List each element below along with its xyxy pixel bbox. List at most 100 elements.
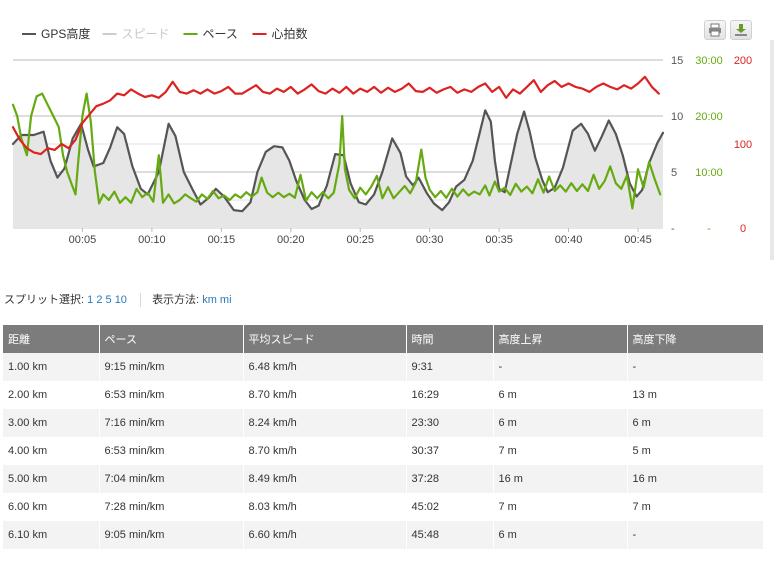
- header-avg-speed[interactable]: 平均スピード: [243, 325, 407, 353]
- elevation-tick-label: 15: [671, 55, 683, 67]
- chart-axes: 15 10 5 - 30:00 20:00 10:00 - 200 100 0 00:05 00:10 0…: [69, 55, 753, 246]
- split-option-5[interactable]: 5: [105, 294, 112, 306]
- x-tick-label: 00:25: [346, 234, 374, 246]
- split-option-2[interactable]: 2: [96, 294, 103, 306]
- scrollbar-edge: [770, 40, 774, 260]
- legend-label: スピード: [122, 27, 170, 41]
- x-tick-label: 00:05: [69, 234, 97, 246]
- activity-chart: GPS高度 スピード ペース 心拍数 15 10 5 - 30:00 20:00 10:00 - 20…: [11, 26, 753, 246]
- chart-legend: GPS高度 スピード ペース 心拍数: [22, 26, 308, 41]
- display-label: 表示方法:: [152, 294, 200, 306]
- pace-tick-label: 30:00: [695, 55, 723, 67]
- cell-avg-speed: 8.70 km/h: [243, 437, 407, 465]
- table-row: 2.00 km 6:53 min/km 8.70 km/h 16:29 6 m 13 m: [3, 381, 764, 409]
- cell-distance: 4.00 km: [3, 437, 100, 465]
- download-icon: [735, 24, 747, 36]
- elevation-tick-label: 10: [671, 111, 683, 123]
- elevation-tick-label: -: [671, 223, 675, 235]
- cell-distance: 6.10 km: [3, 521, 100, 549]
- pace-tick-label: 20:00: [695, 111, 723, 123]
- cell-elev-gain: 7 m: [493, 437, 628, 465]
- pace-tick-label: -: [707, 223, 711, 235]
- cell-time: 9:31: [406, 353, 494, 381]
- x-tick-label: 00:40: [555, 234, 583, 246]
- x-tick-label: 00:35: [485, 234, 513, 246]
- cell-elev-gain: 6 m: [493, 409, 628, 437]
- split-option-10[interactable]: 10: [114, 294, 127, 306]
- cell-pace: 9:15 min/km: [99, 353, 244, 381]
- cell-time: 45:48: [406, 521, 494, 549]
- cell-time: 30:37: [406, 437, 494, 465]
- cell-distance: 2.00 km: [3, 381, 100, 409]
- print-button[interactable]: [704, 20, 726, 40]
- cell-time: 45:02: [406, 493, 494, 521]
- cell-pace: 6:53 min/km: [99, 381, 244, 409]
- legend-item[interactable]: 心拍数: [252, 26, 308, 41]
- cell-elev-loss: -: [627, 353, 764, 381]
- header-elev-gain[interactable]: 高度上昇: [493, 325, 628, 353]
- pace-tick-label: 10:00: [695, 167, 723, 179]
- x-tick-label: 00:10: [138, 234, 166, 246]
- legend-label: 心拍数: [272, 26, 308, 41]
- unit-mi-link[interactable]: mi: [219, 294, 232, 306]
- cell-elev-loss: 6 m: [627, 409, 764, 437]
- header-pace[interactable]: ペース: [99, 325, 244, 353]
- cell-avg-speed: 8.49 km/h: [243, 465, 407, 493]
- header-distance[interactable]: 距離: [3, 325, 100, 353]
- cell-elev-loss: 7 m: [627, 493, 764, 521]
- legend-item[interactable]: スピード: [102, 27, 170, 41]
- cell-time: 16:29: [406, 381, 494, 409]
- split-option-1[interactable]: 1: [87, 294, 94, 306]
- download-button[interactable]: [730, 20, 752, 40]
- chart-series: [11, 75, 665, 213]
- cell-distance: 6.00 km: [3, 493, 100, 521]
- legend-item[interactable]: ペース: [183, 27, 238, 41]
- cell-distance: 1.00 km: [3, 353, 100, 381]
- gps-elevation-line: [11, 109, 665, 213]
- cell-avg-speed: 8.70 km/h: [243, 381, 407, 409]
- pace-line: [11, 92, 662, 210]
- print-icon: [709, 23, 721, 37]
- header-time[interactable]: 時間: [406, 325, 494, 353]
- splits-table: 距離 ペース 平均スピード 時間 高度上昇 高度下降 1.00 km 9:15 m…: [3, 325, 764, 549]
- cell-distance: 5.00 km: [3, 465, 100, 493]
- x-tick-label: 00:45: [624, 234, 652, 246]
- legend-label: GPS高度: [41, 26, 90, 41]
- cell-avg-speed: 8.24 km/h: [243, 409, 407, 437]
- cell-elev-gain: 7 m: [493, 493, 628, 521]
- unit-km-link[interactable]: km: [202, 294, 217, 306]
- x-tick-label: 00:20: [277, 234, 305, 246]
- cell-avg-speed: 6.48 km/h: [243, 353, 407, 381]
- cell-elev-loss: 5 m: [627, 437, 764, 465]
- cell-pace: 7:04 min/km: [99, 465, 244, 493]
- table-body: 1.00 km 9:15 min/km 6.48 km/h 9:31- -2.00 km…: [3, 353, 764, 549]
- heart-rate-tick-label: 0: [740, 223, 746, 235]
- cell-elev-loss: 13 m: [627, 381, 764, 409]
- x-tick-label: 00:30: [416, 234, 444, 246]
- table-row: 6.10 km 9:05 min/km 6.60 km/h 45:48 6 m-: [3, 521, 764, 549]
- cell-avg-speed: 8.03 km/h: [243, 493, 407, 521]
- divider: [140, 293, 141, 308]
- cell-elev-loss: -: [627, 521, 764, 549]
- cell-pace: 7:28 min/km: [99, 493, 244, 521]
- cell-pace: 9:05 min/km: [99, 521, 244, 549]
- cell-elev-loss: 16 m: [627, 465, 764, 493]
- table-row: 5.00 km 7:04 min/km 8.49 km/h 37:28 16 m 16 m: [3, 465, 764, 493]
- legend-item[interactable]: GPS高度: [22, 26, 90, 41]
- legend-label: ペース: [203, 27, 238, 41]
- split-selector: スプリット選択: 1 2 5 10 表示方法: km mi: [4, 291, 232, 308]
- elevation-tick-label: 5: [671, 167, 677, 179]
- heart-rate-tick-label: 100: [734, 139, 752, 151]
- cell-pace: 6:53 min/km: [99, 437, 244, 465]
- cell-time: 37:28: [406, 465, 494, 493]
- heart-rate-tick-label: 200: [734, 55, 752, 67]
- cell-time: 23:30: [406, 409, 494, 437]
- table-header-row: 距離 ペース 平均スピード 時間 高度上昇 高度下降: [3, 325, 764, 353]
- header-elev-loss[interactable]: 高度下降: [627, 325, 764, 353]
- x-tick-label: 00:15: [208, 234, 236, 246]
- cell-elev-gain: 6 m: [493, 381, 628, 409]
- cell-elev-gain: -: [493, 353, 628, 381]
- cell-elev-gain: 16 m: [493, 465, 628, 493]
- cell-avg-speed: 6.60 km/h: [243, 521, 407, 549]
